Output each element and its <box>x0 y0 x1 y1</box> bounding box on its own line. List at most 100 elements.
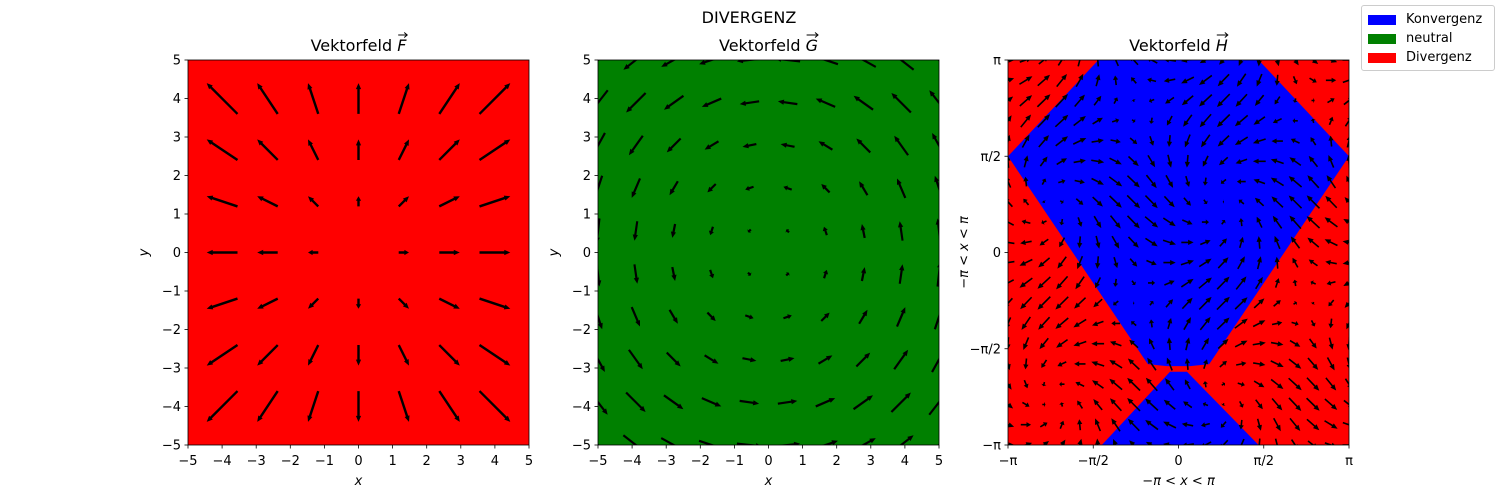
quiver-arrow <box>438 83 460 115</box>
quiver-arrow <box>1346 357 1349 369</box>
quiver-arrow <box>1292 118 1298 124</box>
quiver-arrow <box>1310 280 1316 286</box>
quiver-arrow <box>1129 339 1139 349</box>
quiver-arrow <box>666 351 681 367</box>
quiver-arrow <box>632 221 639 241</box>
quiver-arrow <box>1022 401 1030 407</box>
quiver-arrow <box>1288 195 1303 209</box>
quiver-arrow <box>598 264 602 287</box>
quiver-arrow <box>1201 422 1210 428</box>
quiver-arrow <box>1041 219 1047 225</box>
quiver-arrow <box>1075 73 1084 88</box>
quiver-arrow <box>1199 60 1208 64</box>
quiver-arrow <box>1270 378 1284 389</box>
quiver-arrow <box>1055 296 1069 310</box>
quiver-arrow <box>1037 74 1050 87</box>
quiver-arrow <box>1220 421 1227 428</box>
quiver-arrow <box>1271 138 1283 144</box>
quiver-arrow <box>355 391 362 422</box>
quiver-arrow <box>852 395 873 411</box>
quiver-arrow <box>1130 60 1139 66</box>
quiver-arrow <box>1292 76 1298 85</box>
quiver-arrow <box>1109 195 1122 208</box>
region-konvergenz-upper <box>1008 60 1349 367</box>
y-tick-label: 3 <box>583 131 591 146</box>
quiver-arrow <box>1236 361 1247 367</box>
quiver-arrow <box>1239 401 1244 408</box>
quiver-arrow <box>1274 60 1280 67</box>
quiver-arrow <box>858 309 868 325</box>
quiver-arrow <box>1077 400 1084 409</box>
quiver-arrow <box>1163 77 1176 83</box>
quiver-arrow <box>1343 280 1349 286</box>
quiver-arrow <box>1311 60 1319 64</box>
quiver-arrow <box>1293 300 1297 306</box>
quiver-arrow <box>1346 136 1349 148</box>
quiver-arrow <box>1292 279 1298 287</box>
quiver-arrow <box>1184 134 1191 148</box>
quiver-arrow <box>1095 235 1101 249</box>
quiver-arrow <box>1166 135 1173 147</box>
quiver-arrow <box>1037 114 1050 128</box>
quiver-arrow <box>1307 357 1319 370</box>
quiver-arrow <box>1113 278 1119 287</box>
y-tick-label: 5 <box>173 54 181 69</box>
quiver-arrow <box>1273 300 1281 307</box>
quiver-arrow <box>1289 215 1302 230</box>
quiver-arrow <box>1310 301 1316 305</box>
panel-title-vector: F <box>397 36 407 55</box>
y-tick-label: 3 <box>173 131 181 146</box>
quiver-arrow <box>598 357 605 372</box>
quiver-arrow <box>1253 178 1266 185</box>
x-tick-label: −π <box>999 454 1018 469</box>
quiver-arrow <box>1328 318 1334 329</box>
quiver-arrow <box>1202 381 1208 388</box>
quiver-arrow <box>1095 438 1101 445</box>
quiver-arrow <box>1343 399 1349 408</box>
quiver-arrow <box>626 92 647 113</box>
panel-title-g: Vektorfeld G <box>719 36 818 55</box>
quiver-arrow <box>1019 60 1030 63</box>
quiver-arrow <box>257 83 279 115</box>
quiver-arrow <box>1181 297 1193 310</box>
quiver-arrow <box>1256 256 1262 270</box>
quiver-arrow <box>478 344 511 366</box>
quiver-arrow <box>1148 60 1158 64</box>
quiver-arrow <box>935 218 939 241</box>
quiver-arrow <box>478 83 511 115</box>
quiver-arrow <box>1023 337 1030 350</box>
x-tick-label: −5 <box>178 454 197 469</box>
quiver-arrow <box>1274 96 1281 105</box>
quiver-arrow <box>1238 199 1245 205</box>
quiver-arrow <box>1253 116 1266 125</box>
quiver-arrow <box>1092 320 1104 327</box>
quiver-arrow <box>1020 114 1032 128</box>
quiver-arrow <box>1129 440 1136 445</box>
quiver-arrow <box>1324 420 1338 429</box>
panel-title-text: Vektorfeld <box>1129 36 1216 55</box>
quiver-arrow <box>1293 60 1299 66</box>
quiver-arrow <box>438 196 460 208</box>
quiver-arrow <box>1346 337 1349 351</box>
quiver-arrow <box>1163 260 1176 266</box>
quiver-arrow <box>1096 60 1100 67</box>
quiver-arrow <box>1343 219 1349 225</box>
quiver-arrow <box>1163 399 1176 410</box>
quiver-arrow <box>1110 398 1122 412</box>
quiver-arrow <box>777 99 798 106</box>
quiver-arrow <box>1288 377 1302 391</box>
quiver-g <box>598 60 939 445</box>
quiver-arrow <box>479 195 511 208</box>
quiver-arrow <box>1145 398 1159 411</box>
quiver-arrow <box>355 196 362 207</box>
x-tick-label: 5 <box>525 454 533 469</box>
quiver-arrow <box>1255 276 1263 290</box>
quiver-arrow <box>853 95 874 111</box>
legend-swatch-neutral <box>1368 33 1396 44</box>
quiver-arrow <box>1008 96 1014 103</box>
quiver-arrow <box>1217 135 1230 147</box>
quiver-arrow <box>1325 260 1337 266</box>
quiver-arrow <box>206 139 239 161</box>
panel-title-text: Vektorfeld <box>311 36 398 55</box>
quiver-arrow <box>1019 76 1033 85</box>
